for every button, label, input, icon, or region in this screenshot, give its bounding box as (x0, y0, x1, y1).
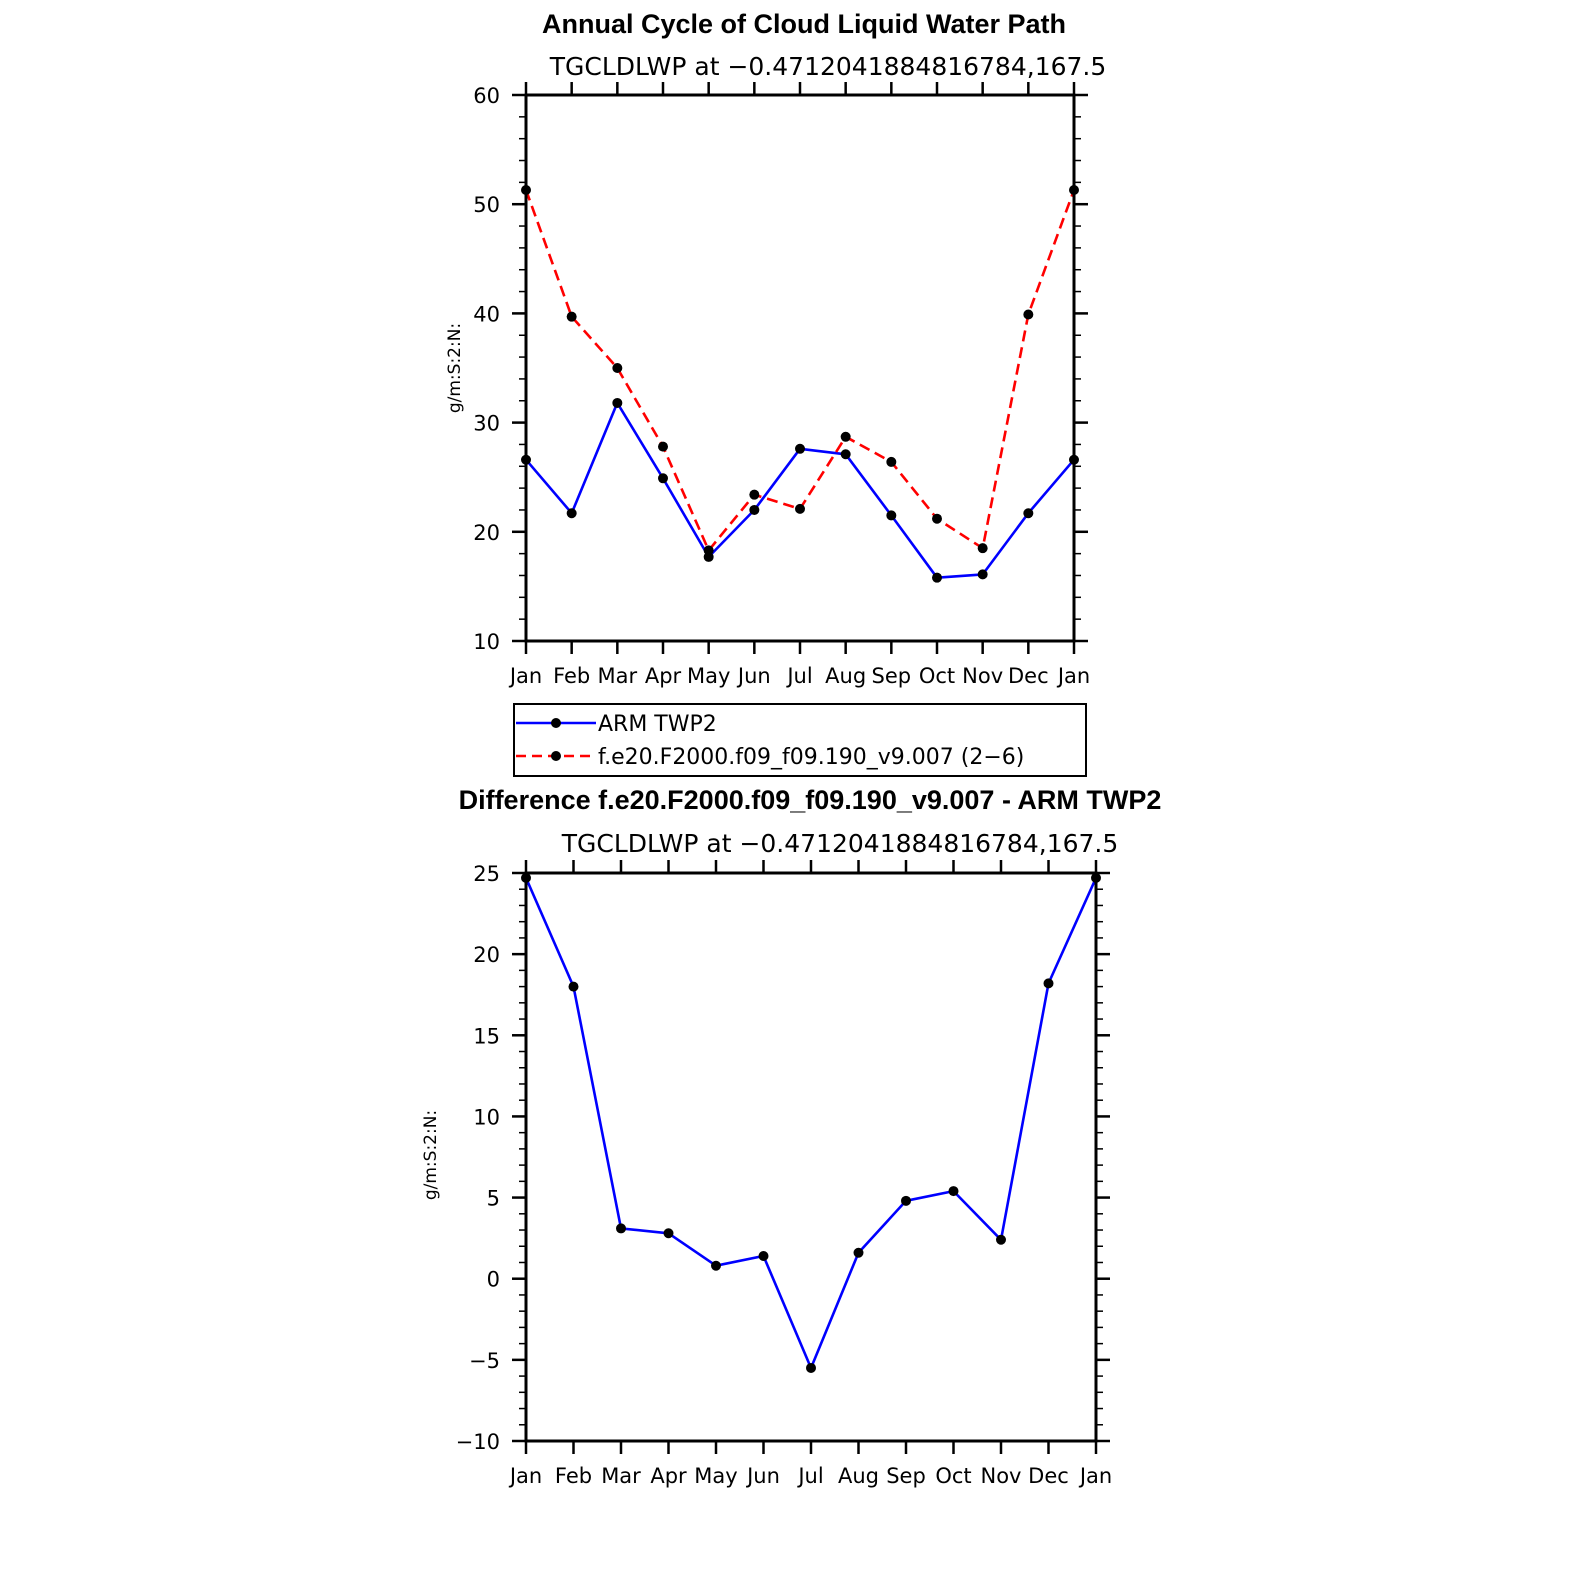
chart2-xtick-label: Jun (745, 1464, 780, 1488)
chart1-xtick-label: Jan (508, 664, 542, 688)
chart2-xtick-label: May (694, 1464, 737, 1488)
chart2-ytick-label: −10 (456, 1430, 500, 1454)
chart1-point-1 (795, 503, 805, 514)
chart2-ytick-label: 10 (473, 1105, 500, 1129)
chart2-subtitle: TGCLDLWP at −0.4712041884816784,167.5 (561, 829, 1119, 858)
chart2-xtick-label: Mar (601, 1464, 641, 1488)
legend-box (513, 703, 1087, 777)
chart1-xtick-label: Oct (919, 664, 955, 688)
chart2-y-axis-label: g/m:S:2:N: (421, 1110, 441, 1200)
chart2-point-0 (1043, 978, 1054, 989)
difference-chart: Difference f.e20.F2000.f09_f09.190_v9.00… (421, 785, 1161, 1488)
chart1-ytick-label: 30 (473, 412, 500, 436)
chart1-xtick-label: Mar (598, 664, 638, 688)
chart1-xtick-label: Nov (962, 664, 1003, 688)
chart1-point-1 (1023, 309, 1034, 320)
annual-cycle-chart: Annual Cycle of Cloud Liquid Water Path … (445, 9, 1106, 688)
chart2-xtick-label: Apr (650, 1464, 687, 1488)
chart1-ytick-label: 50 (473, 193, 500, 217)
chart1-point-0 (886, 510, 897, 521)
chart2-ytick-label: 20 (473, 943, 500, 967)
chart2-xtick-label: Jul (796, 1464, 823, 1488)
chart1-point-1 (703, 545, 714, 556)
chart1-y-axis-label: g/m:S:2:N: (445, 323, 465, 413)
chart2-point-0 (568, 981, 579, 992)
chart1-point-1 (977, 543, 988, 554)
chart2-xtick-label: Aug (838, 1464, 879, 1488)
chart1-series-line-1 (524, 189, 1076, 552)
chart1-xtick-label: Jul (785, 664, 812, 688)
chart1-point-0 (795, 443, 805, 454)
legend-item-arm: ARM TWP2 (516, 712, 717, 737)
chart2-ytick-label: −5 (469, 1349, 500, 1373)
chart2-xtick-label: Jan (1078, 1464, 1112, 1488)
chart1-xtick-label: Apr (645, 664, 682, 688)
chart1-point-0 (1023, 508, 1034, 519)
chart1-point-0 (840, 449, 851, 460)
chart2-xtick-label: Dec (1028, 1464, 1069, 1488)
chart1-plot-frame (524, 93, 1076, 643)
chart2-xtick-label: Oct (935, 1464, 971, 1488)
chart1-ytick-label: 60 (473, 84, 500, 108)
chart1-xtick-label: Jan (1056, 664, 1090, 688)
chart2-ytick-label: 0 (487, 1268, 500, 1292)
chart2-xtick-label: Nov (981, 1464, 1022, 1488)
chart1-subtitle: TGCLDLWP at −0.4712041884816784,167.5 (549, 52, 1107, 81)
chart1-point-1 (612, 363, 623, 373)
chart2-point-0 (711, 1260, 721, 1271)
chart1-point-0 (932, 572, 942, 583)
chart2-point-0 (948, 1186, 959, 1197)
chart1-point-0 (612, 397, 623, 408)
chart1-ytick-label: 20 (473, 521, 500, 545)
chart2-ytick-label: 5 (487, 1187, 500, 1211)
chart2-point-0 (853, 1247, 864, 1258)
chart2-point-0 (663, 1228, 674, 1239)
chart1-point-1 (886, 456, 897, 467)
chart1-point-1 (749, 489, 760, 500)
chart1-point-0 (749, 504, 760, 515)
chart2-point-0 (901, 1195, 911, 1206)
legend-label-model: f.e20.F2000.f09_f09.190_v9.007 (2−6) (598, 745, 1024, 770)
chart1-xtick-label: Jun (736, 664, 771, 688)
legend-marker-model (551, 751, 561, 761)
chart2-point-0 (758, 1250, 769, 1261)
legend-item-model: f.e20.F2000.f09_f09.190_v9.007 (2−6) (516, 745, 1024, 770)
chart1-ytick-label: 40 (473, 302, 500, 326)
legend: ARM TWP2 f.e20.F2000.f09_f09.190_v9.007 … (513, 703, 1087, 777)
chart1-xtick-label: May (687, 664, 730, 688)
chart1-xtick-label: Dec (1008, 664, 1049, 688)
chart1-point-0 (977, 569, 988, 580)
chart2-point-0 (806, 1362, 816, 1373)
chart1-series-line-0 (525, 401, 1075, 580)
chart2-point-0 (996, 1234, 1006, 1245)
chart1-point-1 (840, 431, 851, 442)
legend-label-arm: ARM TWP2 (598, 712, 717, 737)
chart2-point-0 (616, 1223, 626, 1234)
chart2-ytick-label: 25 (473, 862, 500, 886)
chart2-xtick-label: Feb (555, 1464, 592, 1488)
chart2-series-line-0 (524, 877, 1098, 1370)
legend-marker-arm (551, 718, 561, 728)
chart2-xtick-label: Sep (886, 1464, 926, 1488)
chart1-point-1 (566, 311, 577, 322)
chart1-xtick-label: Aug (825, 664, 866, 688)
chart1-point-1 (658, 441, 668, 452)
chart1-ytick-label: 10 (473, 630, 500, 654)
chart1-point-1 (932, 513, 942, 524)
chart1-point-0 (658, 473, 668, 484)
chart1-point-0 (566, 508, 577, 519)
chart2-plot-frame (524, 871, 1098, 1443)
chart1-title: Annual Cycle of Cloud Liquid Water Path (542, 9, 1066, 39)
chart1-xtick-label: Sep (872, 664, 912, 688)
chart2-title: Difference f.e20.F2000.f09_f09.190_v9.00… (459, 785, 1162, 815)
chart2-xtick-label: Jan (508, 1464, 542, 1488)
chart2-ytick-label: 15 (473, 1024, 500, 1048)
chart1-xtick-label: Feb (553, 664, 590, 688)
